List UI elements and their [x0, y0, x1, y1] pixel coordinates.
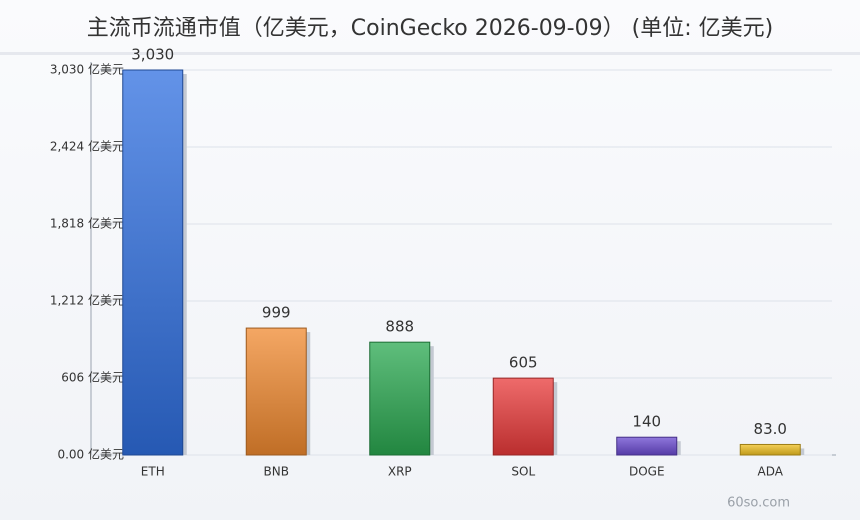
- y-tick-label: 3,030 亿美元: [50, 62, 124, 77]
- x-tick-label: SOL: [511, 465, 535, 479]
- value-label: 999: [262, 304, 291, 322]
- y-tick-label: 2,424 亿美元: [50, 139, 124, 154]
- y-tick-label: 606 亿美元: [61, 370, 124, 385]
- value-label: 3,030: [131, 46, 174, 64]
- x-tick-label: DOGE: [629, 465, 665, 479]
- title-rule: [0, 52, 860, 55]
- x-tick-label: XRP: [388, 465, 412, 479]
- value-label: 605: [509, 354, 538, 372]
- x-tick-label: ETH: [141, 465, 165, 479]
- value-label: 140: [632, 413, 661, 431]
- bar: [245, 327, 307, 456]
- y-tick-label: 0.00 亿美元: [57, 447, 124, 462]
- bar: [616, 436, 678, 456]
- bar: [122, 69, 184, 456]
- y-tick-label: 1,212 亿美元: [50, 293, 124, 308]
- bar: [739, 443, 801, 456]
- bar: [369, 341, 431, 456]
- value-label: 83.0: [754, 420, 787, 438]
- watermark: 60so.com: [727, 496, 790, 511]
- chart-title: 主流币流通市值（亿美元，CoinGecko 2026-09-09） (单位: 亿…: [87, 16, 773, 41]
- x-tick-label: BNB: [264, 465, 289, 479]
- y-tick-label: 1,818 亿美元: [50, 216, 124, 231]
- value-label: 888: [385, 318, 414, 336]
- bar: [492, 377, 554, 456]
- x-tick-label: ADA: [758, 465, 784, 479]
